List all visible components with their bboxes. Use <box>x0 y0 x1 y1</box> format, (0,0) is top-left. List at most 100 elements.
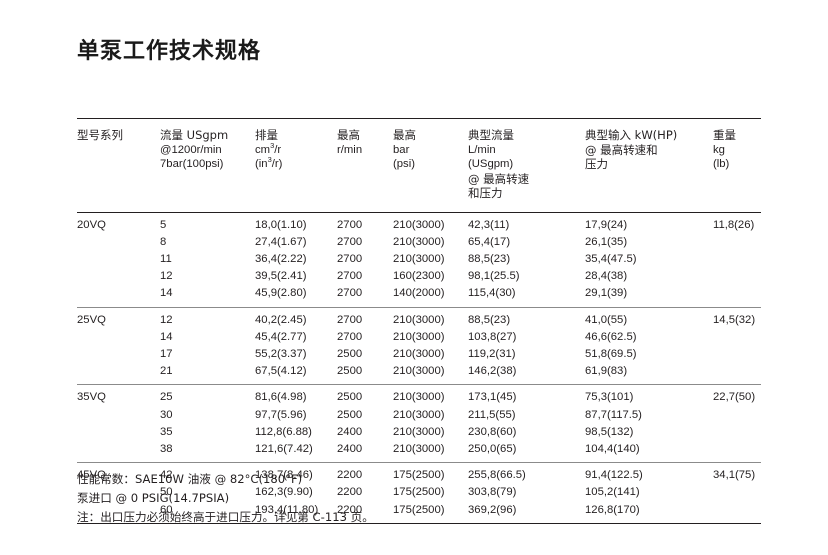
cell-max_bar: 210(3000) <box>393 218 445 231</box>
column-header-disp-line-1: cm3/r <box>255 140 282 156</box>
cell-typ_flow: 369,2(96) <box>468 503 517 516</box>
cell-disp: 97,7(5.96) <box>255 408 307 421</box>
cell-flow: 38 <box>160 442 173 455</box>
cell-max_rpm: 2500 <box>337 408 363 421</box>
cell-typ_in: 28,4(38) <box>585 270 628 283</box>
cell-max_bar: 175(2500) <box>393 469 445 482</box>
table-row: 30 97,7(5.96) 2500 210(3000) 211,5(55) 87,7(1… <box>77 407 761 424</box>
page-title: 单泵工作技术规格 <box>77 38 262 63</box>
table-body: 20VQ 5 18,0(1.10) 2700 210(3000) 42,3(11) 17,9… <box>77 212 761 524</box>
column-header-weight-line-2: (lb) <box>713 158 730 170</box>
cell-typ_flow: 42,3(11) <box>468 218 510 231</box>
footnote-1: 性能常数：SAE10W 油液 @ 82°C(180°F) <box>77 472 303 486</box>
column-header-disp-line-0: 排量 <box>255 128 278 142</box>
cell-disp: 55,2(3.37) <box>255 347 307 360</box>
cell-max_bar: 210(3000) <box>393 252 445 265</box>
cell-max_rpm: 2400 <box>337 425 363 438</box>
cell-flow: 42 <box>160 469 173 482</box>
cell-weight: 22,7(50) <box>713 391 756 404</box>
cell-typ_flow: 255,8(66.5) <box>468 469 526 482</box>
cell-max_bar: 210(3000) <box>393 330 445 343</box>
cell-max_bar: 210(3000) <box>393 347 445 360</box>
column-header-disp-line-2: (in3/r) <box>255 155 283 170</box>
cell-typ_flow: 98,1(25.5) <box>468 270 520 283</box>
column-header-max_rpm-line-0: 最高 <box>337 128 360 142</box>
column-header-series: 型号系列 <box>77 119 160 213</box>
table-bottom-rule <box>77 523 761 524</box>
cell-typ_flow: 119,2(31) <box>468 347 516 360</box>
cell-typ_flow: 211,5(55) <box>468 408 516 421</box>
cell-max_rpm: 2500 <box>337 365 363 378</box>
cell-disp: 81,6(4.98) <box>255 391 307 404</box>
column-header-flow: 流量 USgpm @1200r/min 7bar(100psi) <box>160 119 255 213</box>
cell-flow: 5 <box>160 218 167 231</box>
column-header-typ_in-line-0: 典型输入 kW(HP) <box>585 128 678 142</box>
cell-typ_in: 26,1(35) <box>585 235 628 248</box>
table-row: 17 55,2(3.37) 2500 210(3000) 119,2(31) 51,8(6… <box>77 346 761 363</box>
cell-flow: 14 <box>160 330 173 343</box>
cell-flow: 21 <box>160 365 173 378</box>
column-header-max_bar-line-1: bar <box>393 143 410 156</box>
column-header-typ_flow: 典型流量 L/min (USgpm) @ 最高转速 和压力 <box>468 119 585 213</box>
column-header-weight-line-1: kg <box>713 143 725 156</box>
table-row: 50 162,3(9.90) 2200 175(2500) 303,8(79) 105,2… <box>77 484 761 501</box>
cell-weight: 11,8(26) <box>713 218 755 231</box>
cell-max_rpm: 2700 <box>337 218 363 231</box>
column-header-max_bar-line-0: 最高 <box>393 128 416 142</box>
footnotes-block: 性能常数：SAE10W 油液 @ 82°C(180°F) 泵进口 @ 0 PSIG… <box>77 470 374 527</box>
table-row: 11 36,4(2.22) 2700 210(3000) 88,5(23) 35,4(47… <box>77 251 761 268</box>
cell-typ_in: 46,6(62.5) <box>585 330 637 343</box>
table-row: 60 193,4(11.80) 2200 175(2500) 369,2(96) 126,… <box>77 502 761 524</box>
column-header-typ_flow-line-1: L/min <box>468 143 496 156</box>
cell-typ_flow: 103,8(27) <box>468 330 517 343</box>
cell-weight: 34,1(75) <box>713 469 756 482</box>
column-header-max_bar: 最高 bar (psi) <box>393 119 468 213</box>
cell-max_rpm: 2700 <box>337 252 363 265</box>
cell-flow: 35 <box>160 425 173 438</box>
cell-typ_in: 104,4(140) <box>585 442 640 455</box>
cell-typ_flow: 230,8(60) <box>468 425 517 438</box>
cell-max_rpm: 2500 <box>337 347 363 360</box>
cell-typ_in: 91,4(122.5) <box>585 469 643 482</box>
cell-max_rpm: 2700 <box>337 270 363 283</box>
cell-max_bar: 160(2300) <box>393 270 445 283</box>
cell-typ_in: 35,4(47.5) <box>585 252 637 265</box>
column-header-max_rpm: 最高 r/min <box>337 119 393 213</box>
table-row: 14 45,4(2.77) 2700 210(3000) 103,8(27) 46,6(6… <box>77 329 761 346</box>
table-row: 35 112,8(6.88) 2400 210(3000) 230,8(60) 98,5(… <box>77 424 761 441</box>
cell-disp: 36,4(2.22) <box>255 252 307 265</box>
series-label-20VQ: 20VQ <box>77 218 106 231</box>
cell-typ_in: 41,0(55) <box>585 313 628 326</box>
cell-disp: 138,7(8.46) <box>255 469 313 482</box>
column-header-typ_flow-line-2: (USgpm) <box>468 158 514 170</box>
table-row: 20VQ 5 18,0(1.10) 2700 210(3000) 42,3(11) 17,9… <box>77 212 761 234</box>
header-row: 型号系列 流量 USgpm @1200r/min 7bar(100psi) 排量 cm3/… <box>77 118 761 213</box>
cell-max_bar: 210(3000) <box>393 442 445 455</box>
cell-disp: 39,5(2.41) <box>255 270 307 283</box>
cell-max_bar: 210(3000) <box>393 313 445 326</box>
cell-max_rpm: 2700 <box>337 287 363 300</box>
column-header-typ_in-line-1: @ 最高转速和 <box>585 142 658 157</box>
series-label-45VQ: 45VQ <box>77 469 106 482</box>
cell-max_bar: 210(3000) <box>393 391 445 404</box>
footnote-2: 泵进口 @ 0 PSIG(14.7PSIA) <box>77 491 230 505</box>
column-header-series-line-0: 型号系列 <box>77 128 123 142</box>
cell-disp: 18,0(1.10) <box>255 218 307 231</box>
cell-max_rpm: 2200 <box>337 503 363 516</box>
cell-typ_in: 51,8(69.5) <box>585 347 637 360</box>
cell-disp: 112,8(6.88) <box>255 425 312 438</box>
table-row: 12 39,5(2.41) 2700 160(2300) 98,1(25.5) 28,4(… <box>77 268 761 285</box>
column-header-typ_flow-line-3: @ 最高转速 <box>468 171 530 186</box>
column-header-flow-line-0: 流量 USgpm <box>160 128 229 142</box>
cell-flow: 17 <box>160 347 173 360</box>
table-row: 8 27,4(1.67) 2700 210(3000) 65,4(17) 26,1(35) <box>77 234 761 251</box>
cell-disp: 45,9(2.80) <box>255 287 307 300</box>
cell-flow: 25 <box>160 391 173 404</box>
cell-flow: 30 <box>160 408 173 421</box>
cell-max_bar: 175(2500) <box>393 486 445 499</box>
table-row: 25VQ 12 40,2(2.45) 2700 210(3000) 88,5(23) 41,… <box>77 307 761 329</box>
table-row: 38 121,6(7.42) 2400 210(3000) 250,0(65) 104,4… <box>77 441 761 463</box>
cell-weight: 14,5(32) <box>713 313 756 326</box>
cell-max_bar: 210(3000) <box>393 235 445 248</box>
